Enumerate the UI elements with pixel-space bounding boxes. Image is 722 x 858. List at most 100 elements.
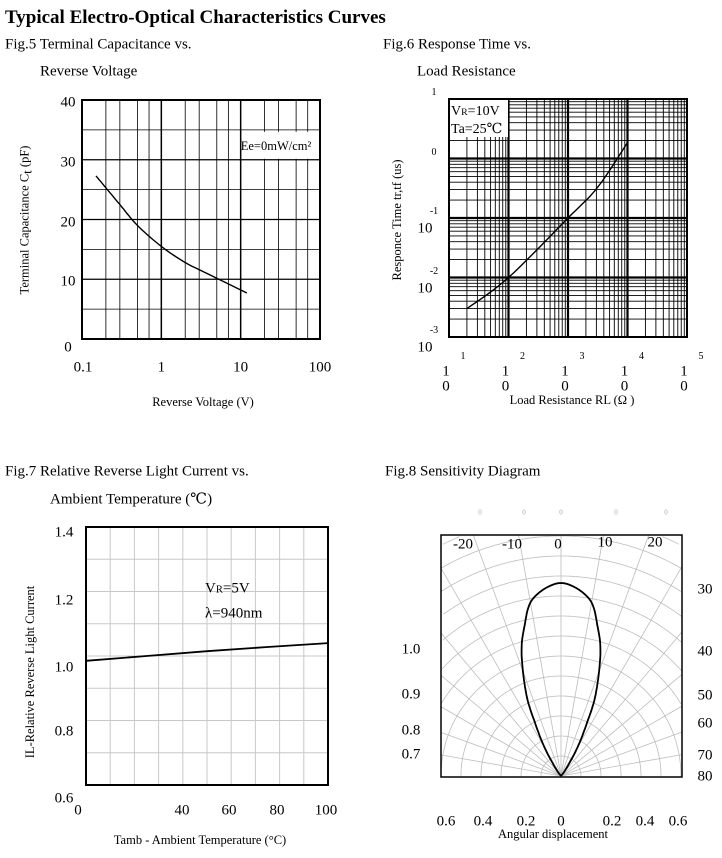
text-unit: (pF) <box>17 145 32 171</box>
fig6-xlabel: Load Resistance RL (Ω ) <box>509 392 635 407</box>
fig8-grid-radial <box>560 705 683 777</box>
fig5-ytick-label: 20 <box>60 214 76 230</box>
fig8-grid-radial <box>440 706 562 777</box>
fig6-annotation-line: VR=10V <box>451 105 500 119</box>
fig6-xtick-exponent: 4 <box>639 351 644 362</box>
fig8-grid-radial <box>560 631 683 777</box>
fig5-ytick-label: 0 <box>64 339 72 356</box>
fig8-angle-label-right: 80 <box>697 768 713 785</box>
fig8-grid-radial <box>560 754 683 777</box>
fig7-xtick-label: 60 <box>221 802 237 819</box>
fig8-grid-radial <box>440 754 562 777</box>
fig8-grid <box>440 534 683 777</box>
fig7-xtick-label: 80 <box>269 802 285 819</box>
fig8-grid-radial <box>560 534 604 777</box>
fig6-plot-frame <box>448 98 688 338</box>
fig6-xtick-base-digit2: 0 <box>442 378 450 395</box>
fig8-angle-label-right: 60 <box>697 715 713 732</box>
fig7-xtick-label: 0 <box>74 802 82 819</box>
fig6-xtick-base-digit2: 0 <box>501 378 510 395</box>
fig8-angle-label: 0 <box>554 536 562 553</box>
fig6-xtick-base-digit1: 1 <box>561 363 569 380</box>
fig8-grid-radial <box>440 632 562 777</box>
fig8-grid-arc <box>441 615 683 672</box>
fig6-ytick-base: 10 <box>417 339 433 356</box>
page-title: Typical Electro-Optical Characteristics … <box>5 7 386 28</box>
fig8-radius-label: 1.0 <box>401 641 421 658</box>
fig6-ytick-exponent: 1 <box>431 87 437 98</box>
fig8-angle-label-right: 40 <box>697 643 713 660</box>
fig6-ytick-exponent: 0 <box>431 146 437 158</box>
fig8-sensitivity-lobe <box>520 582 602 777</box>
fig5-annotation: Ee=0mW/cm² <box>240 138 312 153</box>
fig5-annotation-bg <box>242 131 318 159</box>
fig5-caption-line1: Fig.5 Terminal Capacitance vs. <box>5 36 192 53</box>
text-main: V <box>451 104 462 119</box>
fig6-caption-line1: Fig.6 Response Time vs. <box>383 36 531 53</box>
fig7-ytick-label: 0.6 <box>54 790 74 807</box>
fig5-xtick-label: 1 <box>157 359 166 376</box>
fig8-grid-arc <box>442 536 460 545</box>
fig8-bottom-tick: 0 <box>557 813 565 830</box>
fig7-ytick-label: 1.0 <box>54 659 74 676</box>
fig8-grid-arc <box>442 595 682 643</box>
fig8-bottom-tick: 0.4 <box>473 813 493 830</box>
fig7-annotation-line: λ=940nm <box>205 605 263 622</box>
fig8-grid-radial <box>518 534 562 777</box>
fig8-radius-label: 0.7 <box>401 746 421 763</box>
fig7-ylabel: IL-Relative Reverse Light Current <box>22 585 37 759</box>
fig5-xlabel: Reverse Voltage (V) <box>152 394 254 409</box>
fig7-ytick-label: 0.8 <box>54 723 74 740</box>
fig7-curve <box>85 642 329 662</box>
fig8-plot-frame <box>440 534 683 778</box>
fig7-ytick-label: 1.4 <box>54 524 74 541</box>
fig7-annotation-line: VR=5V <box>205 580 250 597</box>
fig8-angle-label: 20 <box>647 534 663 551</box>
text-main: λ=940nm <box>205 605 263 622</box>
fig8-grid-radial <box>440 731 562 777</box>
fig6-xtick-exponent: 5 <box>698 351 704 362</box>
fig7-caption-line2: Ambient Temperature (℃) <box>50 491 213 508</box>
fig8-bottom-tick: 0.6 <box>436 813 456 830</box>
fig8-xlabel: Angular displacement <box>497 826 609 841</box>
fig8-angle-label: -20 <box>453 536 473 553</box>
fig8-bottom-tick: 0.2 <box>602 813 622 830</box>
fig5-xtick-label: 10 <box>233 359 249 376</box>
text-main: Terminal Capacitance C <box>17 173 32 295</box>
fig8-caption: Fig.8 Sensitivity Diagram <box>385 463 541 480</box>
fig8-top-mark: 0 <box>559 508 563 517</box>
fig8-bottom-tick: 0.6 <box>668 813 688 830</box>
fig5-ytick-label: 40 <box>60 94 76 111</box>
fig6-ylabel: Responce Time tr,tf (us) <box>389 159 404 281</box>
fig5-ytick-label: 30 <box>60 154 76 171</box>
fig8-grid-radial <box>440 675 562 777</box>
fig6-xtick-exponent: 1 <box>460 351 466 362</box>
fig8-bottom-tick: 0.2 <box>516 813 536 830</box>
fig5-caption-line2: Reverse Voltage <box>40 63 138 80</box>
fig8-radius-label: 0.8 <box>401 722 421 739</box>
fig8-angle-label-right: 50 <box>697 687 713 704</box>
fig6-xtick-base-digit2: 0 <box>680 378 688 395</box>
fig5-ytick-label: 10 <box>60 273 76 290</box>
text-subscript: R <box>215 584 223 596</box>
fig8-grid-radial <box>560 534 650 777</box>
text-main: V <box>205 580 216 597</box>
fig8-angle-label: 10 <box>597 534 613 551</box>
text-main: Ta=25℃ <box>451 122 503 137</box>
fig6-xtick-base-digit1: 1 <box>680 363 688 380</box>
fig5-xtick-label: 0.1 <box>73 359 93 376</box>
fig8-top-mark: 0 <box>664 508 668 517</box>
fig5-ylabel: Terminal Capacitance Ct (pF) <box>17 145 35 295</box>
fig6-caption-line2: Load Resistance <box>417 63 516 80</box>
fig6-xtick-base-digit2: 0 <box>561 378 569 395</box>
fig8-grid-radial <box>472 534 562 777</box>
fig8-top-mark: 0 <box>614 508 618 517</box>
fig6-ytick-base: 10 <box>417 220 433 237</box>
fig5-curve <box>95 175 248 294</box>
text-rest: =5V <box>222 580 250 597</box>
fig6-xtick-base-digit1: 1 <box>442 363 450 380</box>
fig8-angle-label-right: 70 <box>697 747 713 764</box>
fig8-bottom-tick: 0.4 <box>635 813 655 830</box>
fig8-angle-label: -10 <box>502 536 522 553</box>
fig8-grid-arc <box>662 536 680 545</box>
